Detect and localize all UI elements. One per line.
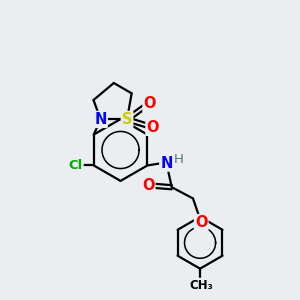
- Text: N: N: [160, 156, 173, 171]
- Text: CH₃: CH₃: [190, 279, 213, 292]
- Text: O: O: [143, 96, 156, 111]
- Text: N: N: [94, 112, 107, 127]
- Text: H: H: [174, 153, 184, 166]
- Text: O: O: [142, 178, 155, 193]
- Text: O: O: [195, 215, 208, 230]
- Text: O: O: [146, 120, 159, 135]
- Text: Cl: Cl: [68, 159, 83, 172]
- Text: S: S: [122, 112, 132, 127]
